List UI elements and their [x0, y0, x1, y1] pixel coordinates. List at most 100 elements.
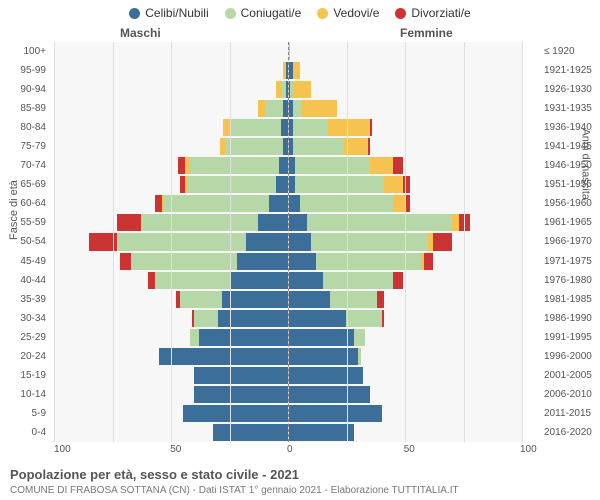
bar-segment-ved	[393, 195, 405, 212]
male-side	[54, 42, 288, 442]
stacked-bar	[288, 157, 403, 174]
bar-segment-cel	[288, 214, 307, 231]
bar-segment-div	[178, 157, 185, 174]
bar-segment-cel	[199, 329, 288, 346]
bar-segment-cel	[246, 233, 288, 250]
center-axis	[288, 42, 289, 442]
stacked-bar	[288, 176, 410, 193]
stacked-bar	[194, 386, 288, 403]
bar-segment-ved	[452, 214, 459, 231]
legend-swatch	[395, 8, 406, 19]
stacked-bar	[288, 119, 372, 136]
bar-segment-div	[148, 272, 155, 289]
stacked-bar	[148, 272, 288, 289]
legend-swatch	[129, 8, 140, 19]
bar-segment-cel	[276, 176, 288, 193]
legend-label: Celibi/Nubili	[145, 6, 208, 20]
header-females: Femmine	[400, 26, 453, 40]
legend: Celibi/Nubili Coniugati/e Vedovi/e Divorzia…	[0, 0, 600, 20]
stacked-bar	[288, 272, 403, 289]
bar-segment-cel	[281, 119, 288, 136]
bar-segment-con	[180, 291, 222, 308]
bar-segment-con	[293, 100, 302, 117]
stacked-bar	[288, 253, 433, 270]
bar-segment-cel	[288, 195, 300, 212]
legend-item: Celibi/Nubili	[129, 6, 208, 20]
stacked-bar	[258, 100, 288, 117]
bar-segment-div	[424, 253, 433, 270]
bar-segment-div	[117, 214, 140, 231]
bar-segment-div	[433, 233, 452, 250]
stacked-bar	[190, 329, 288, 346]
bar-segment-ved	[223, 119, 230, 136]
stacked-bar	[288, 195, 410, 212]
bar-segment-cel	[288, 310, 346, 327]
bar-segment-cel	[288, 405, 382, 422]
bar-segment-cel	[258, 214, 288, 231]
stacked-bar	[213, 424, 288, 441]
pyramid-plot	[54, 42, 522, 442]
bar-segment-con	[295, 157, 370, 174]
bar-segment-cel	[230, 272, 288, 289]
stacked-bar	[288, 386, 370, 403]
bar-segment-con	[330, 291, 377, 308]
bar-segment-cel	[269, 195, 288, 212]
bar-segment-div	[368, 138, 370, 155]
bar-segment-con	[293, 138, 344, 155]
bar-segment-con	[311, 233, 428, 250]
chart-title: Popolazione per età, sesso e stato civil…	[10, 467, 299, 482]
stacked-bar	[288, 329, 365, 346]
bar-segment-con	[230, 119, 281, 136]
bar-segment-cel	[288, 272, 323, 289]
bar-segment-con	[265, 100, 284, 117]
bar-segment-con	[225, 138, 283, 155]
bar-segment-cel	[288, 424, 354, 441]
bar-segment-ved	[293, 81, 312, 98]
bar-segment-con	[117, 233, 246, 250]
bar-segment-con	[323, 272, 393, 289]
stacked-bar	[194, 367, 288, 384]
stacked-bar	[288, 233, 452, 250]
birth-labels: ≤ 19201921-19251926-19301931-19351936-19…	[540, 42, 600, 442]
stacked-bar	[180, 176, 288, 193]
legend-swatch	[225, 8, 236, 19]
bar-segment-div	[403, 176, 410, 193]
header-males: Maschi	[120, 26, 161, 40]
bar-segment-con	[295, 176, 384, 193]
bar-segment-con	[141, 214, 258, 231]
stacked-bar	[288, 348, 361, 365]
bar-segment-div	[155, 195, 162, 212]
legend-label: Coniugati/e	[241, 6, 302, 20]
bar-segment-ved	[384, 176, 403, 193]
bar-segment-cel	[288, 157, 295, 174]
bar-segment-div	[120, 253, 132, 270]
stacked-bar	[288, 62, 300, 79]
bar-segment-cel	[288, 367, 363, 384]
x-axis-ticks: 10050050100	[54, 444, 522, 455]
bar-segment-cel	[288, 386, 370, 403]
bar-segment-con	[293, 119, 328, 136]
stacked-bar	[288, 405, 382, 422]
bar-segment-con	[131, 253, 236, 270]
bar-segment-cel	[279, 157, 288, 174]
stacked-bar	[183, 405, 288, 422]
stacked-bar	[192, 310, 288, 327]
stacked-bar	[176, 291, 288, 308]
bar-segment-cel	[288, 253, 316, 270]
legend-item: Vedovi/e	[317, 6, 379, 20]
legend-item: Divorziati/e	[395, 6, 470, 20]
stacked-bar	[288, 424, 354, 441]
bar-segment-cel	[183, 405, 288, 422]
bar-segment-cel	[194, 367, 288, 384]
bar-segment-cel	[288, 329, 354, 346]
age-labels: 100+95-9990-9485-8980-8475-7970-7465-696…	[0, 42, 50, 442]
stacked-bar	[89, 233, 288, 250]
bar-segment-con	[194, 310, 217, 327]
stacked-bar	[288, 100, 337, 117]
bar-segment-div	[382, 310, 384, 327]
bar-segment-ved	[293, 62, 300, 79]
bar-segment-cel	[213, 424, 288, 441]
chart-source: COMUNE DI FRABOSA SOTTANA (CN) - Dati IS…	[10, 485, 459, 496]
bar-segment-cel	[159, 348, 288, 365]
stacked-bar	[155, 195, 288, 212]
